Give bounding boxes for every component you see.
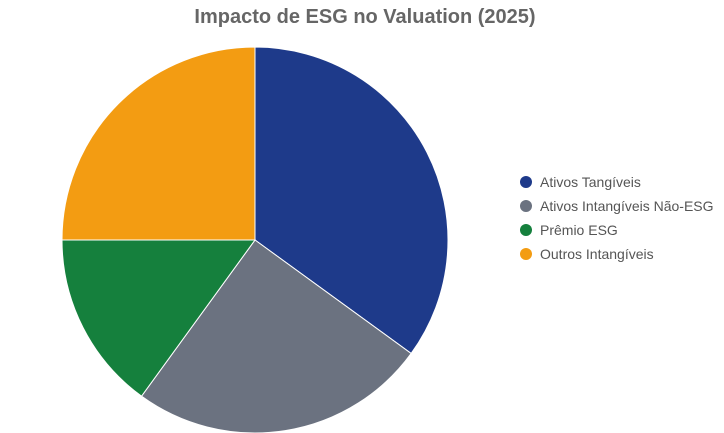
- legend-label: Ativos Intangíveis Não-ESG: [540, 198, 714, 214]
- legend-item[interactable]: Ativos Intangíveis Não-ESG: [520, 194, 714, 218]
- legend-item[interactable]: Prêmio ESG: [520, 218, 714, 242]
- chart-title: Impacto de ESG no Valuation (2025): [194, 6, 536, 28]
- legend-label: Prêmio ESG: [540, 222, 618, 238]
- legend-label: Outros Intangíveis: [540, 246, 654, 262]
- legend-label: Ativos Tangíveis: [540, 174, 641, 190]
- legend-swatch: [520, 224, 532, 236]
- pie-slice-1[interactable]: [254, 46, 449, 355]
- pie-slice-3[interactable]: [61, 239, 256, 397]
- pie-slice-2[interactable]: [140, 239, 412, 433]
- legend-swatch: [520, 248, 532, 260]
- legend-swatch: [520, 200, 532, 212]
- legend-item[interactable]: Ativos Tangíveis: [520, 170, 714, 194]
- chart-legend: Ativos Tangíveis Ativos Intangíveis Não-E…: [520, 170, 714, 266]
- pie-slice-4[interactable]: [61, 46, 256, 241]
- legend-swatch: [520, 176, 532, 188]
- legend-item[interactable]: Outros Intangíveis: [520, 242, 714, 266]
